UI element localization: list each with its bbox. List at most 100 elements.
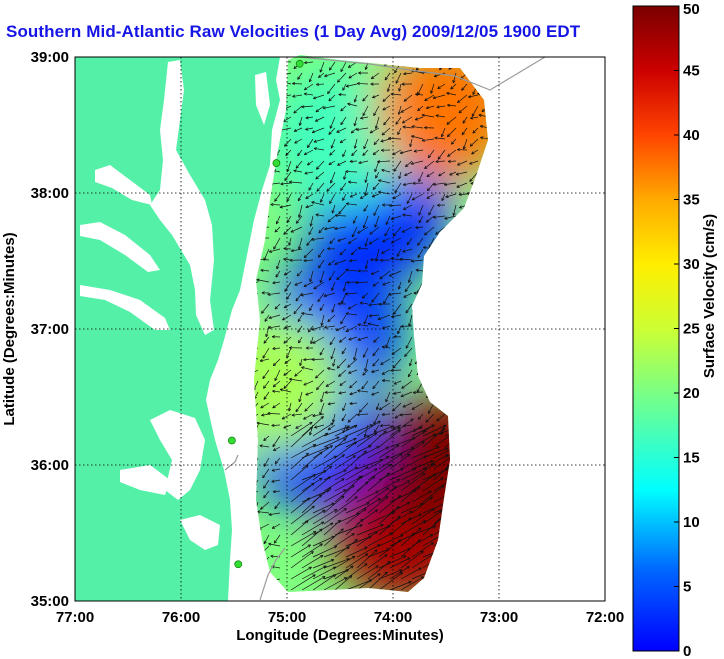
velocity-vector — [275, 270, 281, 278]
velocity-vector-head — [330, 356, 334, 360]
velocity-vector-head — [353, 357, 357, 361]
velocity-vector-head — [340, 108, 344, 112]
velocity-vector — [334, 575, 353, 591]
velocity-vector-head — [368, 303, 372, 307]
velocity-vector — [316, 182, 325, 192]
velocity-vector-head — [274, 460, 279, 465]
velocity-vector — [260, 402, 270, 409]
velocity-vector — [392, 193, 402, 200]
velocity-vector-head — [440, 133, 444, 138]
velocity-vector-head — [304, 408, 308, 412]
velocity-vector — [301, 446, 329, 459]
velocity-vector — [383, 116, 391, 126]
velocity-vector — [286, 160, 292, 173]
velocity-vector — [293, 105, 303, 114]
velocity-vector-head — [371, 299, 375, 303]
velocity-vector — [281, 413, 292, 420]
velocity-vector — [387, 83, 391, 92]
velocity-vector — [345, 450, 367, 470]
velocity-vector-head — [299, 362, 303, 367]
velocity-vector-head — [380, 524, 384, 528]
velocity-vector — [323, 508, 347, 525]
velocity-vector-head — [306, 242, 310, 246]
velocity-vector — [357, 413, 369, 416]
colorbar-tick-label: 45 — [683, 63, 700, 80]
velocity-vector — [297, 314, 303, 322]
velocity-vector-head — [272, 384, 277, 388]
velocity-vector-head — [402, 213, 406, 217]
velocity-vector-head — [297, 214, 302, 218]
velocity-vector-head — [305, 127, 309, 131]
velocity-vector — [389, 533, 416, 547]
velocity-vector — [290, 452, 309, 470]
velocity-vector-head — [291, 413, 295, 417]
velocity-vector — [381, 346, 391, 349]
velocity-vector-head — [351, 533, 355, 537]
velocity-vector — [347, 303, 358, 310]
velocity-vector — [294, 369, 303, 377]
velocity-vector-head — [340, 121, 344, 126]
velocity-vector — [428, 204, 435, 216]
velocity-vector-head — [328, 98, 332, 102]
velocity-vector-head — [329, 152, 333, 156]
velocity-vector — [340, 182, 347, 191]
velocity-vector — [385, 336, 391, 348]
velocity-vector — [367, 548, 390, 558]
velocity-vector — [276, 259, 281, 270]
velocity-vector — [271, 523, 281, 529]
velocity-vector — [447, 127, 457, 138]
velocity-vector-head — [279, 205, 283, 209]
velocity-vector-head — [440, 477, 444, 481]
x-axis-label: Longitude (Degrees:Minutes) — [236, 627, 444, 644]
velocity-vector-head — [388, 463, 393, 467]
velocity-vector-head — [478, 113, 482, 117]
velocity-vector-head — [363, 208, 367, 212]
velocity-vector-head — [319, 352, 323, 356]
velocity-vector-head — [386, 472, 390, 476]
velocity-vector-head — [297, 318, 301, 323]
velocity-vector-head — [411, 135, 415, 139]
velocity-vector-head — [417, 107, 421, 112]
velocity-vector — [273, 446, 281, 451]
velocity-vector — [315, 171, 325, 180]
velocity-vector — [324, 72, 336, 77]
velocity-vector — [309, 303, 314, 311]
velocity-vector-head — [427, 410, 431, 414]
velocity-vector-head — [336, 276, 340, 281]
velocity-vector-head — [383, 121, 387, 126]
velocity-vector-head — [342, 438, 347, 442]
velocity-vector — [345, 269, 358, 272]
velocity-vector — [303, 281, 314, 287]
velocity-vector — [301, 312, 314, 316]
velocity-vector-head — [426, 173, 430, 178]
velocity-vector — [372, 94, 380, 98]
velocity-vector — [304, 83, 314, 91]
velocity-vector-head — [339, 339, 343, 343]
velocity-vector — [396, 248, 402, 257]
velocity-vector — [274, 303, 281, 310]
velocity-vector-head — [433, 215, 437, 219]
velocity-vector — [357, 247, 369, 250]
velocity-vector-head — [389, 273, 393, 277]
velocity-vector — [341, 413, 347, 422]
velocity-vector-head — [330, 422, 334, 426]
velocity-vector — [411, 446, 440, 459]
velocity-vector-head — [425, 219, 430, 223]
velocity-vector — [458, 193, 468, 195]
velocity-vector-head — [327, 90, 331, 95]
velocity-vector — [256, 422, 270, 426]
velocity-vector — [298, 204, 303, 218]
velocity-vector-head — [272, 489, 276, 494]
velocity-vector — [312, 422, 334, 437]
velocity-vector — [345, 546, 368, 558]
velocity-vector-head — [393, 391, 397, 395]
velocity-vector — [400, 467, 427, 481]
velocity-vector — [327, 215, 336, 223]
velocity-vector — [393, 391, 402, 395]
velocity-vector — [271, 468, 281, 472]
velocity-vector-head — [315, 109, 319, 113]
velocity-vector — [264, 314, 270, 322]
velocity-vector — [337, 160, 347, 166]
velocity-vector-head — [397, 429, 401, 433]
velocity-vector — [378, 555, 407, 569]
